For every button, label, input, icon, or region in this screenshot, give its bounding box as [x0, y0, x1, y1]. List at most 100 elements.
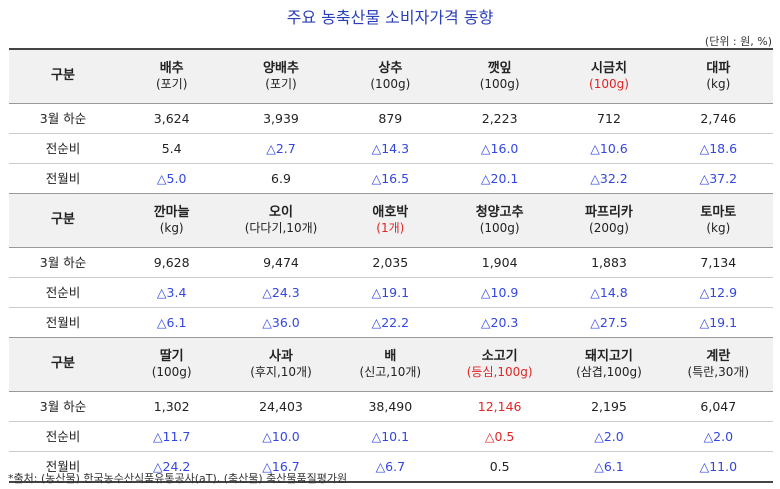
product-name: 배추 [159, 60, 184, 76]
value-cell: △16.0 [444, 133, 555, 164]
product-name: 깻잎 [487, 60, 512, 76]
price-row: 3월 하순 9,628 9,474 2,035 1,904 1,883 7,134 [9, 247, 773, 278]
product-header-cell: 시금치 (100g) [554, 48, 664, 104]
product-spec: (후지,10개) [250, 365, 312, 380]
product-spec: (100g) [479, 221, 520, 236]
value-cell: △2.7 [226, 133, 336, 164]
price-row: 3월 하순 1,302 24,403 38,490 12,146 2,195 6,047 [9, 391, 773, 422]
row-label: 전순비 [9, 421, 117, 452]
product-name: 딸기 [159, 348, 184, 364]
value-cell: 0.5 [444, 451, 555, 483]
product-spec: (100g) [151, 365, 192, 380]
prev-month-row: 전월비 △24.2 △16.7 △6.7 0.5 △6.1 △11.0 [9, 451, 773, 483]
value-cell: 2,195 [554, 391, 664, 422]
product-header-cell: 배추 (포기) [117, 48, 227, 104]
product-name: 애호박 [372, 204, 409, 220]
value-cell: △36.0 [226, 307, 336, 338]
value-cell: 1,302 [117, 391, 227, 422]
value-cell: 7,134 [663, 247, 773, 278]
value-cell: 38,490 [335, 391, 445, 422]
product-spec: (특란,30개) [687, 365, 750, 380]
value-cell: △19.1 [335, 277, 445, 308]
product-name: 오이 [269, 204, 293, 220]
product-name: 돼지고기 [585, 348, 633, 364]
value-cell: △20.3 [444, 307, 555, 338]
row-label: 전순비 [9, 133, 117, 164]
product-spec: (다다기,10개) [244, 221, 318, 236]
value-cell: 2,223 [444, 103, 555, 134]
value-cell: △37.2 [663, 163, 773, 194]
value-cell: 879 [335, 103, 445, 134]
product-spec: (100g) [479, 77, 520, 92]
product-header-cell: 청양고추 (100g) [444, 193, 555, 248]
product-header-cell: 계란 (특란,30개) [663, 337, 773, 392]
value-cell: 24,403 [226, 391, 336, 422]
value-cell: 3,939 [226, 103, 336, 134]
value-cell: 9,474 [226, 247, 336, 278]
product-spec: (1개) [376, 221, 405, 236]
product-header-cell: 깐마늘 (kg) [117, 193, 227, 248]
product-name: 양배추 [263, 60, 299, 76]
product-name: 파프리카 [585, 204, 633, 220]
product-header-cell: 배 (신고,10개) [335, 337, 445, 392]
product-spec: (포기) [265, 77, 297, 92]
prev-month-row: 전월비 △5.0 6.9 △16.5 △20.1 △32.2 △37.2 [9, 163, 773, 194]
value-cell: △5.0 [117, 163, 227, 194]
product-header-cell: 파프리카 (200g) [554, 193, 664, 248]
value-cell: △10.9 [444, 277, 555, 308]
value-cell: △20.1 [444, 163, 555, 194]
value-cell: △10.6 [554, 133, 664, 164]
value-cell: △22.2 [335, 307, 445, 338]
value-cell: △19.1 [663, 307, 773, 338]
product-header-cell: 애호박 (1개) [335, 193, 445, 248]
product-name: 토마토 [700, 204, 737, 220]
value-cell: △0.5 [444, 421, 555, 452]
value-cell: △16.5 [335, 163, 445, 194]
value-cell: 9,628 [117, 247, 227, 278]
value-cell: △14.3 [335, 133, 445, 164]
product-name: 시금치 [591, 60, 627, 76]
unit-note: (단위 : 원, %) [704, 35, 772, 48]
prev-period-row: 전순비 5.4 △2.7 △14.3 △16.0 △10.6 △18.6 [9, 133, 773, 164]
product-spec: (삼겹,100g) [576, 365, 642, 380]
product-spec: (100g) [589, 77, 629, 92]
value-cell: △27.5 [554, 307, 664, 338]
value-cell: △6.7 [335, 451, 445, 483]
prev-month-row: 전월비 △6.1 △36.0 △22.2 △20.3 △27.5 △19.1 [9, 307, 773, 338]
product-spec: (200g) [589, 221, 629, 236]
product-name: 상추 [378, 60, 403, 76]
value-cell: 6.9 [226, 163, 336, 194]
value-cell: 1,904 [444, 247, 555, 278]
category-label: 구분 [9, 193, 117, 248]
value-cell: △24.3 [226, 277, 336, 308]
value-cell: △18.6 [663, 133, 773, 164]
value-cell: △11.7 [117, 421, 227, 452]
product-name: 깐마늘 [153, 204, 190, 220]
product-spec: (신고,10개) [359, 365, 422, 380]
value-cell: 712 [554, 103, 664, 134]
page-title: 주요 농축산물 소비자가격 동향 [286, 8, 494, 27]
value-cell: △11.0 [663, 451, 773, 483]
product-name: 소고기 [481, 348, 518, 364]
value-cell: △24.2 [117, 451, 227, 483]
value-cell: △2.0 [663, 421, 773, 452]
row-label: 전순비 [9, 277, 117, 308]
table-header-row: 구분 딸기 (100g) 사과 (후지,10개) 배 (신고,10개) 소고기 (등심,100g… [9, 337, 773, 392]
row-label: 3월 하순 [9, 391, 117, 422]
product-spec: (100g) [370, 77, 411, 92]
product-name: 대파 [706, 60, 731, 76]
value-cell: 3,624 [117, 103, 227, 134]
product-header-cell: 깻잎 (100g) [444, 48, 555, 104]
value-cell: △10.0 [226, 421, 336, 452]
value-cell: 2,746 [663, 103, 773, 134]
value-cell: △12.9 [663, 277, 773, 308]
value-cell: △6.1 [117, 307, 227, 338]
row-label: 전월비 [9, 163, 117, 194]
value-cell: △16.7 [226, 451, 336, 483]
value-cell: 12,146 [444, 391, 555, 422]
product-spec: (kg) [706, 221, 731, 236]
value-cell: 5.4 [117, 133, 227, 164]
product-header-cell: 상추 (100g) [335, 48, 445, 104]
price-table: 구분 배추 (포기) 양배추 (포기) 상추 (100g) 깻잎 (100g) 시금치 (100g)… [9, 48, 773, 483]
value-cell: △10.1 [335, 421, 445, 452]
